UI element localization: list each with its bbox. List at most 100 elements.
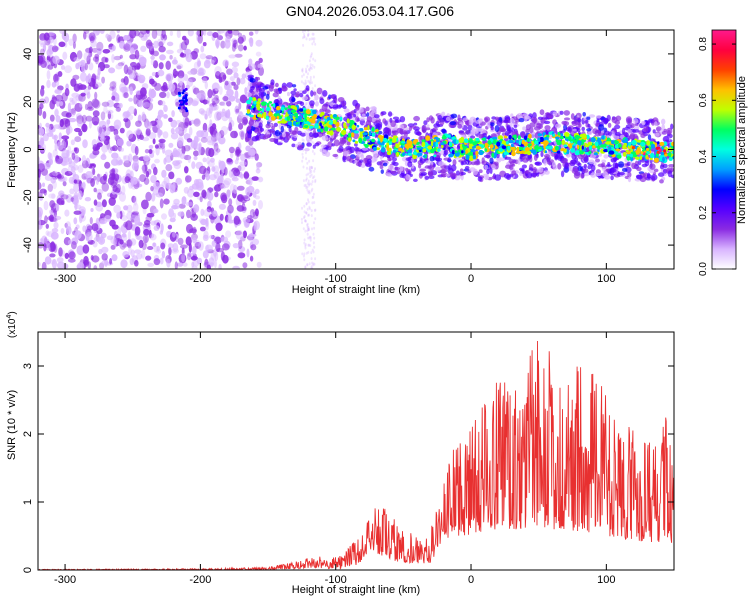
- track-halo: [586, 128, 592, 132]
- noise-blob: [246, 185, 255, 194]
- noise-blob: [60, 194, 69, 200]
- noise-blob: [236, 77, 241, 86]
- noise-blob: [188, 126, 193, 136]
- track-halo: [322, 90, 328, 97]
- track-core: [445, 134, 451, 138]
- noise-blob: [220, 236, 229, 243]
- track-halo: [509, 161, 515, 166]
- track-halo: [598, 152, 602, 157]
- track-halo: [543, 154, 550, 158]
- track-core: [563, 144, 568, 148]
- noise-blob: [113, 204, 121, 214]
- track-halo: [362, 147, 368, 151]
- early-source: [185, 98, 188, 102]
- track-halo: [355, 162, 362, 167]
- sparse-dot: [311, 261, 314, 265]
- noise-blob: [55, 115, 61, 123]
- noise-blob: [57, 85, 64, 91]
- track-core: [392, 135, 398, 139]
- noise-blob: [169, 55, 173, 60]
- sparse-dot: [310, 214, 313, 218]
- noise-blob: [145, 128, 151, 136]
- track-halo: [548, 133, 553, 140]
- track-core: [608, 146, 612, 152]
- noise-blob: [107, 177, 115, 185]
- track-core: [386, 145, 390, 151]
- track-halo: [343, 108, 350, 113]
- track-halo: [604, 118, 609, 123]
- sparse-dot: [309, 78, 312, 82]
- track-halo: [521, 164, 528, 169]
- track-core: [518, 139, 522, 146]
- track-core: [256, 101, 261, 105]
- noise-blob: [191, 256, 197, 262]
- noise-blob: [182, 262, 188, 267]
- noise-blob: [213, 150, 219, 156]
- track-core: [621, 139, 627, 143]
- track-halo: [442, 147, 446, 151]
- noise-blob: [54, 89, 62, 94]
- track-halo: [609, 168, 617, 173]
- noise-blob: [46, 79, 51, 89]
- noise-blob: [198, 241, 204, 251]
- track-halo: [595, 123, 599, 127]
- noise-blob: [82, 244, 90, 254]
- track-core: [617, 143, 622, 148]
- noise-blob: [213, 259, 217, 269]
- track-halo: [259, 127, 265, 132]
- track-halo: [595, 115, 602, 119]
- noise-blob: [46, 48, 52, 57]
- track-core: [557, 131, 561, 136]
- noise-blob: [38, 262, 41, 267]
- noise-blob: [239, 173, 244, 179]
- sparse-dot: [310, 257, 313, 261]
- track-core: [519, 151, 523, 154]
- track-core: [387, 151, 391, 156]
- noise-blob: [82, 139, 88, 149]
- track-core: [574, 150, 581, 156]
- track-halo: [376, 122, 380, 127]
- noise-blob: [67, 102, 71, 113]
- track-core: [593, 145, 596, 149]
- noise-blob: [230, 130, 238, 139]
- noise-blob: [138, 99, 143, 108]
- noise-blob: [221, 243, 230, 251]
- noise-blob: [199, 68, 206, 75]
- noise-blob: [101, 76, 105, 84]
- track-core: [286, 116, 290, 122]
- noise-blob: [83, 51, 91, 61]
- noise-blob: [257, 63, 263, 69]
- noise-blob: [141, 242, 147, 250]
- noise-blob: [74, 102, 83, 112]
- noise-blob: [38, 39, 47, 45]
- sparse-dot: [312, 232, 315, 236]
- sparse-dot: [312, 159, 315, 163]
- noise-blob: [143, 155, 150, 162]
- track-halo: [269, 138, 276, 142]
- track-core: [568, 136, 572, 142]
- noise-blob: [86, 177, 94, 184]
- track-halo: [494, 125, 500, 133]
- track-halo: [392, 116, 400, 120]
- noise-blob: [158, 46, 166, 53]
- track-core: [276, 106, 281, 111]
- noise-blob: [42, 133, 49, 142]
- noise-blob: [106, 235, 114, 241]
- sparse-dot: [303, 241, 306, 245]
- noise-blob: [56, 141, 64, 151]
- noise-blob: [129, 54, 137, 60]
- track-peak: [658, 148, 662, 152]
- noise-blob: [92, 168, 96, 176]
- track-core: [492, 136, 498, 140]
- track-core: [508, 134, 512, 140]
- track-core: [256, 104, 260, 108]
- noise-blob: [207, 89, 213, 99]
- track-halo: [438, 161, 445, 167]
- noise-blob: [212, 210, 218, 217]
- noise-blob: [216, 248, 225, 253]
- track-core: [489, 144, 494, 149]
- sparse-dot: [307, 72, 309, 76]
- noise-blob: [126, 211, 134, 221]
- sparse-dot: [307, 191, 310, 194]
- noise-blob: [210, 252, 217, 261]
